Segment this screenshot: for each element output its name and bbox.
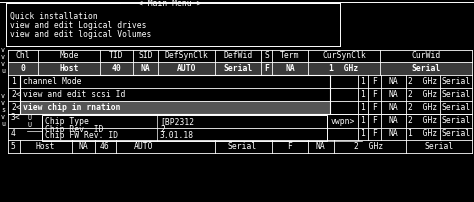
Text: Host: Host xyxy=(59,64,79,73)
Text: Serial: Serial xyxy=(223,64,253,73)
Text: 2: 2 xyxy=(160,124,165,134)
Text: NA: NA xyxy=(389,103,398,112)
Text: Serial: Serial xyxy=(411,64,441,73)
Text: F: F xyxy=(288,142,292,151)
Text: Serial: Serial xyxy=(228,142,257,151)
Text: F: F xyxy=(372,90,377,99)
Text: v: v xyxy=(1,47,5,53)
Text: F: F xyxy=(372,103,377,112)
Text: Host: Host xyxy=(35,142,55,151)
Text: DefWid: DefWid xyxy=(223,52,253,61)
Text: view chip in rnation: view chip in rnation xyxy=(23,103,120,112)
Text: 1: 1 xyxy=(361,129,365,139)
Text: Serial: Serial xyxy=(424,142,454,151)
Text: U: U xyxy=(28,115,32,121)
Bar xyxy=(8,50,472,62)
Bar xyxy=(20,101,330,114)
Text: < Main Menu >: < Main Menu > xyxy=(138,0,202,7)
Text: 5: 5 xyxy=(11,142,16,151)
Text: NA: NA xyxy=(316,142,325,151)
Text: s: s xyxy=(1,107,5,113)
Text: AUTO: AUTO xyxy=(177,64,196,73)
Text: S: S xyxy=(264,52,269,61)
Text: Quick installation: Quick installation xyxy=(10,12,98,21)
Text: NA: NA xyxy=(285,64,295,73)
Text: v: v xyxy=(1,61,5,67)
Text: v: v xyxy=(1,100,5,106)
Text: 2<: 2< xyxy=(11,90,21,99)
Text: F: F xyxy=(372,129,377,139)
Text: view and edit scsi Id: view and edit scsi Id xyxy=(23,90,126,99)
Text: channel Mode: channel Mode xyxy=(23,77,82,86)
Text: 2  GHz: 2 GHz xyxy=(409,116,438,125)
Text: Chip FW Rev. ID: Chip FW Rev. ID xyxy=(45,132,118,141)
Text: 2  GHz: 2 GHz xyxy=(355,142,383,151)
Bar xyxy=(42,115,327,141)
Text: 1: 1 xyxy=(361,116,365,125)
Text: Chip Rev. ID: Chip Rev. ID xyxy=(45,124,103,134)
Text: NA: NA xyxy=(389,77,398,86)
Text: Serial: Serial xyxy=(441,90,471,99)
Text: 1: 1 xyxy=(11,77,16,86)
Text: v: v xyxy=(1,54,5,60)
Text: F: F xyxy=(372,77,377,86)
Text: 46: 46 xyxy=(100,142,110,151)
Text: view and edit logical Volumes: view and edit logical Volumes xyxy=(10,30,151,39)
Text: Serial: Serial xyxy=(441,77,471,86)
Text: Term: Term xyxy=(280,52,300,61)
Text: vwpn>: vwpn> xyxy=(331,118,356,126)
Bar xyxy=(8,62,472,75)
Text: NA: NA xyxy=(141,64,150,73)
Text: 0: 0 xyxy=(20,64,26,73)
Text: v: v xyxy=(1,93,5,99)
Text: 1: 1 xyxy=(361,103,365,112)
Text: view and edit Logical drives: view and edit Logical drives xyxy=(10,21,146,30)
Text: Serial: Serial xyxy=(441,129,471,139)
Bar xyxy=(20,75,330,114)
Text: Serial: Serial xyxy=(441,116,471,125)
Text: CurSynClk: CurSynClk xyxy=(322,52,366,61)
Text: 4: 4 xyxy=(11,129,16,139)
Text: u: u xyxy=(1,121,5,127)
Text: Serial: Serial xyxy=(441,103,471,112)
Text: 40: 40 xyxy=(111,64,121,73)
Text: AUTO: AUTO xyxy=(134,142,153,151)
Text: Mode: Mode xyxy=(59,52,79,61)
Text: 2  GHz: 2 GHz xyxy=(409,90,438,99)
Text: 3.01.18: 3.01.18 xyxy=(160,132,194,141)
Text: 2  GHz: 2 GHz xyxy=(409,77,438,86)
Text: DefSynClk: DefSynClk xyxy=(164,52,209,61)
Text: CurWid: CurWid xyxy=(411,52,441,61)
Text: 3<: 3< xyxy=(11,114,21,122)
Text: Chl: Chl xyxy=(16,52,30,61)
Text: 1  GHz: 1 GHz xyxy=(409,129,438,139)
Text: U: U xyxy=(28,122,32,128)
Text: NA: NA xyxy=(78,142,88,151)
Text: Chip Type: Chip Type xyxy=(45,118,89,126)
Text: [BP2312: [BP2312 xyxy=(160,118,194,126)
Text: TID: TID xyxy=(109,52,124,61)
Text: NA: NA xyxy=(389,129,398,139)
Text: F: F xyxy=(372,116,377,125)
Text: NA: NA xyxy=(389,90,398,99)
Text: 2  GHz: 2 GHz xyxy=(409,103,438,112)
Text: v: v xyxy=(1,114,5,120)
Text: SID: SID xyxy=(138,52,153,61)
Text: F: F xyxy=(264,64,269,73)
Text: 1: 1 xyxy=(361,90,365,99)
Text: 2<: 2< xyxy=(11,103,21,112)
Text: NA: NA xyxy=(389,116,398,125)
Text: u: u xyxy=(1,68,5,74)
Text: 1  GHz: 1 GHz xyxy=(329,64,359,73)
Text: 1: 1 xyxy=(361,77,365,86)
